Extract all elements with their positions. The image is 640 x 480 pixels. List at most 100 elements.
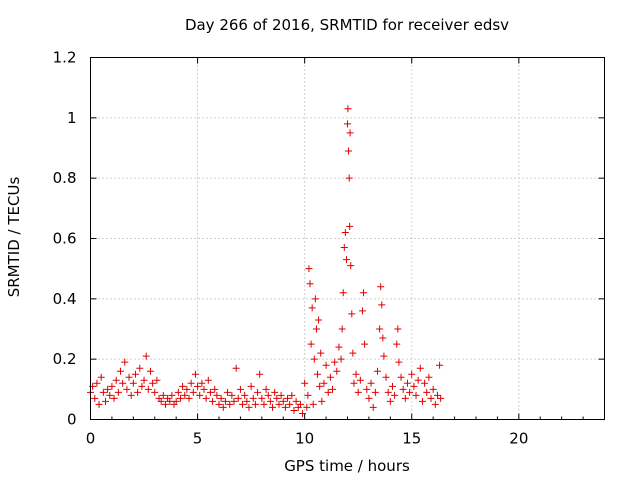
data-point (200, 385, 208, 393)
data-point (99, 388, 107, 396)
data-point (232, 364, 240, 372)
data-point (226, 400, 234, 408)
data-point (305, 265, 313, 273)
data-point (340, 244, 348, 252)
data-point (386, 397, 394, 405)
data-point (217, 394, 225, 402)
x-tick-label: 5 (193, 430, 203, 448)
data-point (337, 355, 345, 363)
data-point (271, 388, 279, 396)
data-point (304, 391, 312, 399)
data-point (350, 379, 358, 387)
data-point (279, 397, 287, 405)
data-point (429, 385, 437, 393)
data-point (395, 358, 403, 366)
data-point (416, 364, 424, 372)
data-point (153, 376, 161, 384)
data-point (316, 382, 324, 390)
data-point (273, 394, 281, 402)
data-point (309, 400, 317, 408)
data-point (262, 385, 270, 393)
data-point (311, 295, 319, 303)
data-point (344, 120, 351, 128)
x-tick-label: 10 (295, 430, 314, 448)
data-point (307, 340, 315, 348)
data-point (341, 228, 349, 236)
data-point (136, 364, 144, 372)
data-point (329, 385, 337, 393)
data-point (344, 105, 352, 113)
data-point (121, 358, 129, 366)
data-point (168, 391, 176, 399)
data-point (266, 397, 274, 405)
data-point (281, 403, 289, 411)
data-point (401, 394, 409, 402)
data-point (358, 307, 366, 315)
data-point (206, 388, 214, 396)
data-point (159, 391, 167, 399)
data-point (345, 147, 353, 155)
data-point (224, 388, 232, 396)
y-tick-label: 1.2 (53, 49, 77, 67)
data-point (377, 283, 385, 291)
data-point (134, 388, 142, 396)
data-point (258, 394, 266, 402)
data-point (379, 334, 387, 342)
data-point (308, 304, 316, 312)
data-point (322, 361, 330, 369)
data-point (110, 394, 118, 402)
data-point (346, 129, 354, 137)
data-point (249, 394, 257, 402)
data-point (384, 388, 392, 396)
data-point (378, 301, 386, 309)
data-point (123, 385, 131, 393)
data-point (179, 382, 187, 390)
data-point (275, 400, 283, 408)
data-point (144, 385, 152, 393)
data-point (312, 325, 320, 333)
x-tick-label: 15 (402, 430, 421, 448)
data-point (221, 397, 229, 405)
data-point (194, 382, 202, 390)
data-point (347, 262, 355, 270)
data-point (230, 397, 238, 405)
data-point (412, 391, 420, 399)
data-point (318, 397, 326, 405)
data-point (423, 388, 431, 396)
data-point (365, 394, 373, 402)
data-point (234, 394, 242, 402)
data-point (391, 391, 399, 399)
data-point (183, 385, 191, 393)
data-point (324, 388, 332, 396)
data-point (228, 391, 236, 399)
data-point (127, 391, 135, 399)
data-point (354, 388, 362, 396)
data-point (299, 409, 307, 417)
data-point (360, 289, 368, 297)
data-point (191, 370, 199, 378)
data-point (196, 391, 204, 399)
data-point (277, 391, 285, 399)
data-point (187, 379, 195, 387)
data-point (290, 406, 298, 414)
data-point (176, 394, 184, 402)
y-tick-label: 0.8 (53, 169, 77, 187)
y-tick-label: 0.4 (53, 290, 77, 308)
data-point (397, 373, 405, 381)
data-point (172, 397, 180, 405)
data-point (256, 370, 264, 378)
data-point (108, 382, 116, 390)
data-point (348, 310, 356, 318)
data-point (138, 382, 146, 390)
data-point (247, 382, 255, 390)
data-point (303, 403, 311, 411)
data-point (91, 394, 99, 402)
data-point (421, 379, 429, 387)
data-point (284, 394, 292, 402)
data-point (425, 373, 433, 381)
x-tick-label: 20 (509, 430, 528, 448)
data-point (131, 370, 139, 378)
x-tick-label: 0 (86, 430, 96, 448)
y-axis-label: SRMTID / TECUs (5, 177, 23, 298)
data-point (326, 373, 334, 381)
